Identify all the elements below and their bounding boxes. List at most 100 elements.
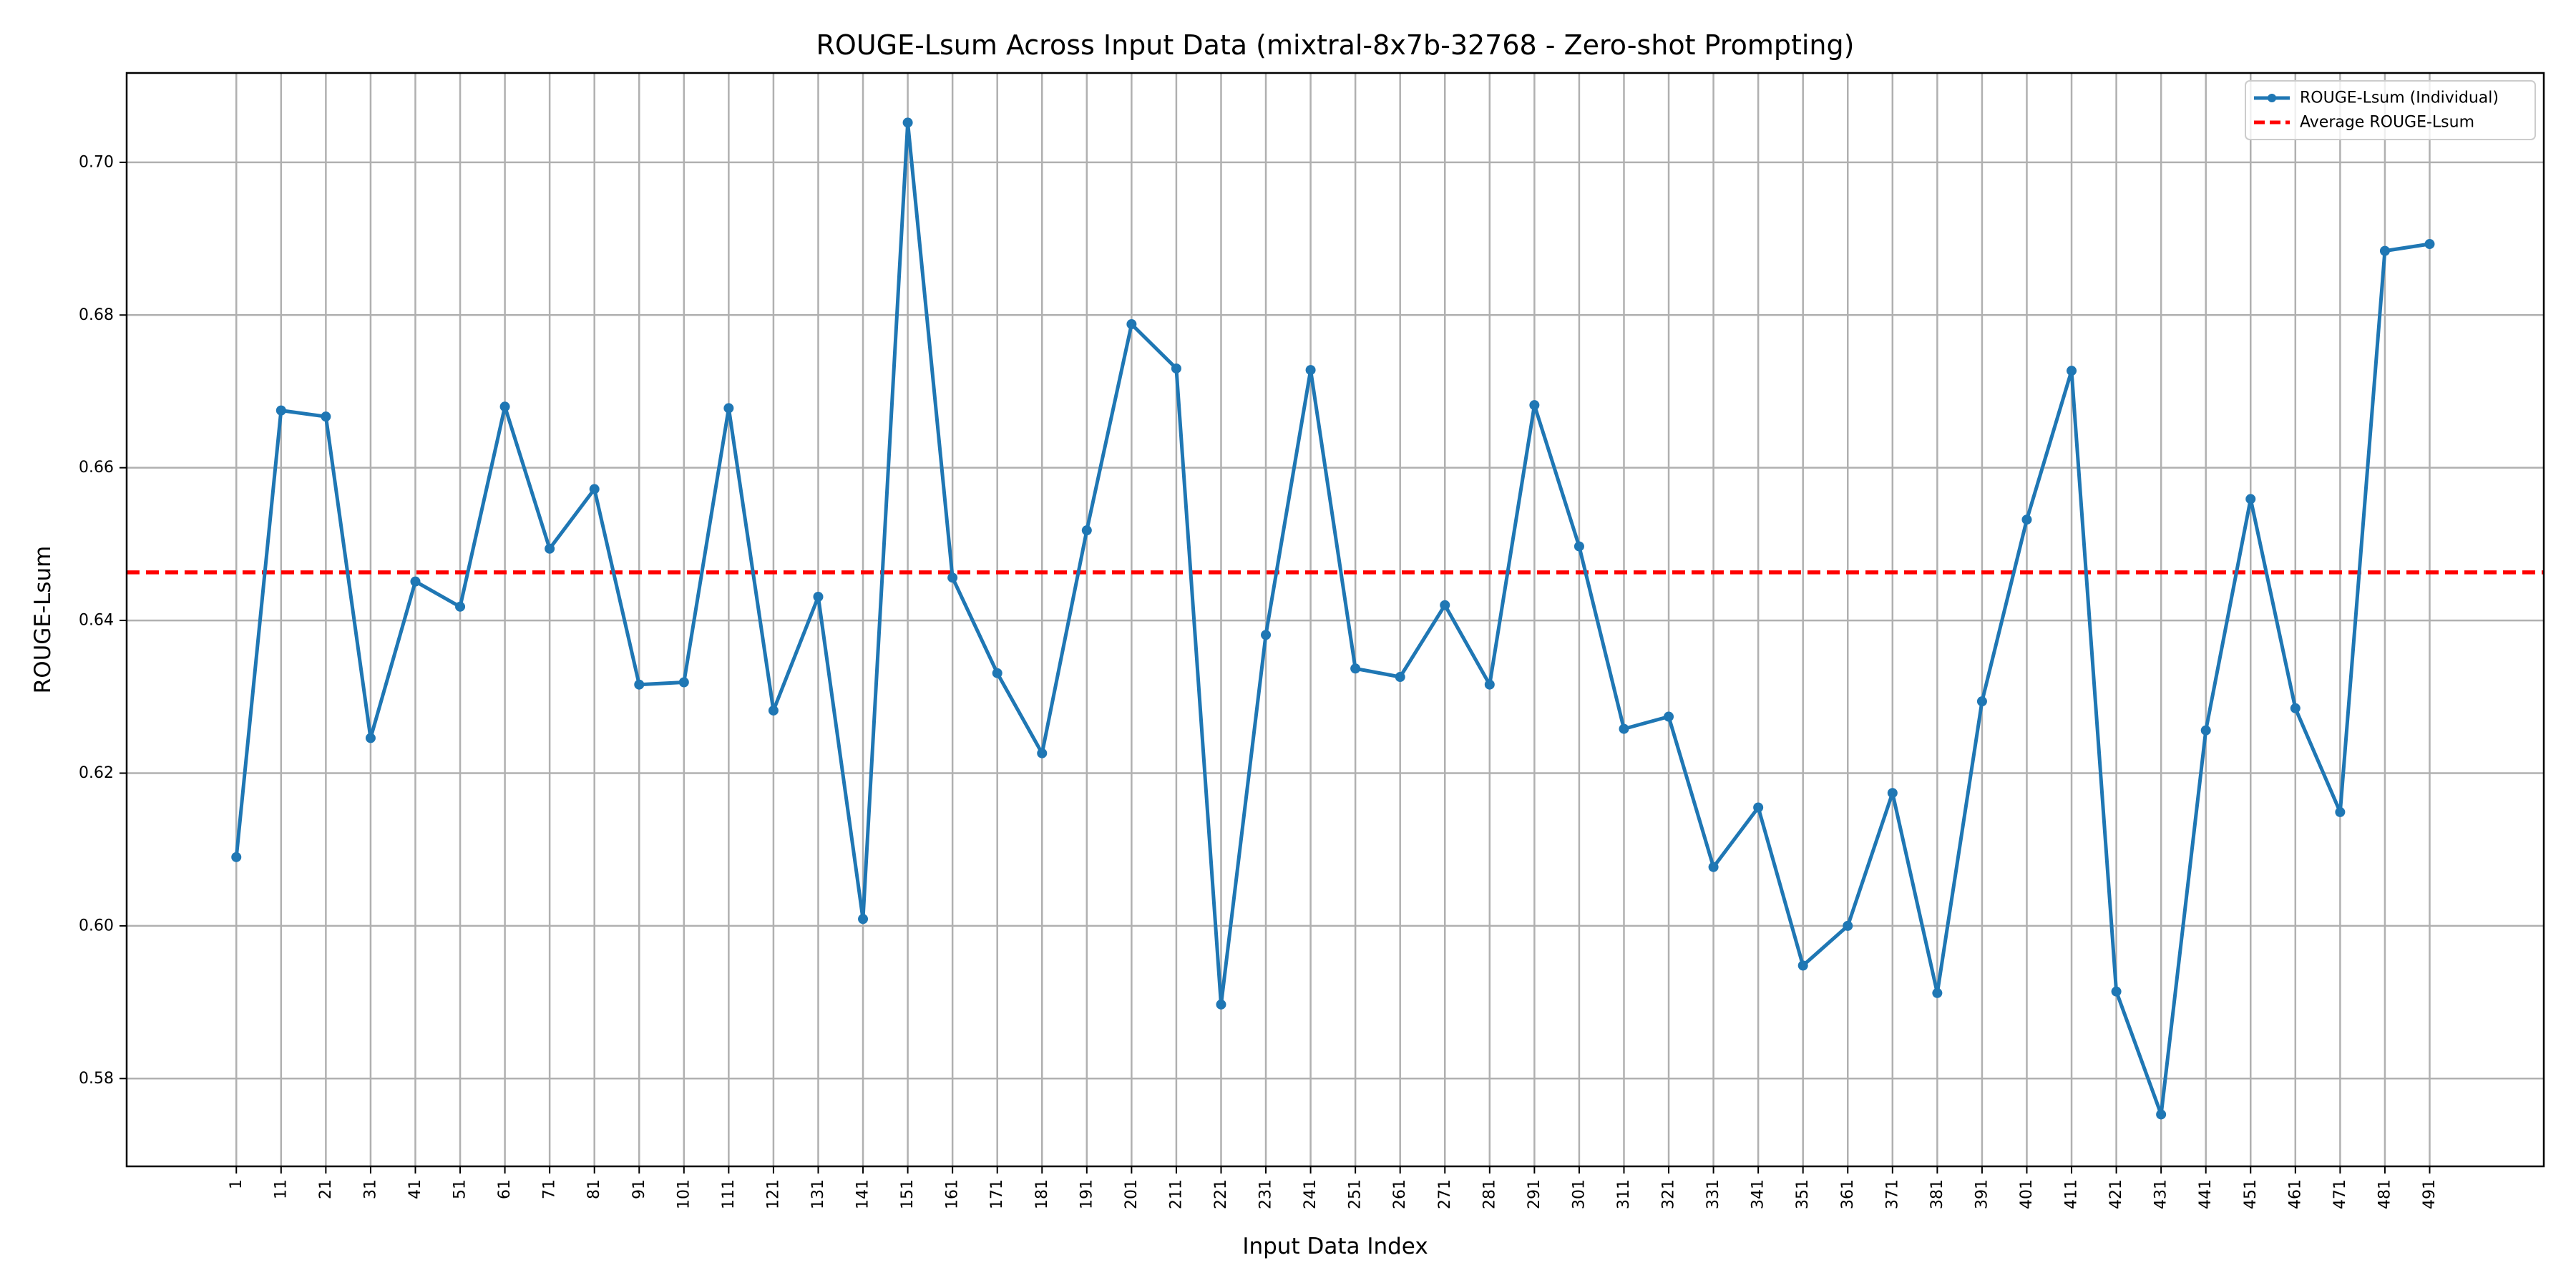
x-tick-label: 321 xyxy=(1660,1179,1678,1209)
data-point xyxy=(768,705,779,716)
x-axis-label: Input Data Index xyxy=(1242,1234,1428,1259)
x-tick-label: 451 xyxy=(2242,1179,2260,1209)
x-tick-label: 151 xyxy=(899,1179,917,1209)
x-tick-label: 121 xyxy=(764,1179,782,1209)
x-tick-label: 141 xyxy=(854,1179,872,1209)
x-tick-label: 181 xyxy=(1033,1179,1051,1209)
data-point xyxy=(1395,672,1405,683)
data-point xyxy=(1261,630,1272,640)
data-point xyxy=(589,484,600,494)
data-point xyxy=(1976,696,1987,707)
x-tick-label: 391 xyxy=(1973,1179,1991,1209)
data-point xyxy=(499,401,510,412)
series-line-individual xyxy=(234,120,2430,1116)
data-point xyxy=(947,572,958,583)
y-tick-label: 0.62 xyxy=(79,764,114,782)
x-tick-label: 491 xyxy=(2421,1179,2439,1209)
data-point xyxy=(1037,748,1048,758)
data-point xyxy=(1440,600,1450,610)
x-tick-label: 251 xyxy=(1347,1179,1365,1209)
x-tick-label: 241 xyxy=(1302,1179,1319,1209)
x-tick-label: 481 xyxy=(2376,1179,2394,1209)
x-tick-label: 211 xyxy=(1167,1179,1185,1209)
data-point xyxy=(275,405,286,416)
data-point xyxy=(858,914,869,924)
data-point xyxy=(1574,541,1584,552)
x-tick-label: 341 xyxy=(1750,1179,1767,1209)
data-point xyxy=(2290,703,2301,713)
x-tick-label: 81 xyxy=(585,1179,603,1199)
x-tick-label: 201 xyxy=(1123,1179,1141,1209)
x-tick-label: 191 xyxy=(1078,1179,1096,1209)
data-point xyxy=(1216,999,1226,1010)
x-tick-label: 371 xyxy=(1883,1179,1901,1209)
data-point xyxy=(1797,960,1808,971)
legend-label-individual: ROUGE-Lsum (Individual) xyxy=(2300,89,2499,107)
data-point xyxy=(2200,725,2211,736)
y-tick-label: 0.68 xyxy=(79,306,114,324)
data-point xyxy=(1664,711,1674,722)
x-tick-label: 41 xyxy=(406,1179,424,1199)
data-point xyxy=(2424,239,2435,250)
x-tick-label: 161 xyxy=(944,1179,962,1209)
data-point xyxy=(2335,806,2346,817)
data-point xyxy=(1708,862,1719,872)
data-point xyxy=(2067,366,2077,376)
x-tick-label: 441 xyxy=(2197,1179,2215,1209)
x-tick-label: 351 xyxy=(1794,1179,1812,1209)
series-layer xyxy=(231,117,2435,1120)
y-tick-label: 0.58 xyxy=(79,1070,114,1088)
x-tick-label: 21 xyxy=(317,1179,335,1199)
y-tick-label: 0.60 xyxy=(79,917,114,935)
y-tick-label: 0.70 xyxy=(79,153,114,171)
x-tick-label: 101 xyxy=(675,1179,693,1209)
x-tick-label: 1 xyxy=(228,1179,245,1189)
data-point xyxy=(1887,788,1898,799)
x-tick-label: 51 xyxy=(452,1179,469,1199)
data-point xyxy=(992,668,1002,678)
data-point xyxy=(231,852,242,862)
x-tick-label: 221 xyxy=(1212,1179,1230,1209)
y-tick-label: 0.66 xyxy=(79,459,114,477)
x-tick-label: 301 xyxy=(1570,1179,1588,1209)
x-tick-label: 231 xyxy=(1257,1179,1275,1209)
x-tick-label: 281 xyxy=(1480,1179,1498,1209)
x-tick-label: 381 xyxy=(1928,1179,1946,1209)
x-tick-label: 71 xyxy=(541,1179,559,1199)
x-tick-label: 31 xyxy=(361,1179,379,1199)
data-point xyxy=(1350,663,1361,674)
y-axis-label: ROUGE-Lsum xyxy=(30,546,56,694)
chart-title: ROUGE-Lsum Across Input Data (mixtral-8x… xyxy=(816,29,1855,61)
legend-label-average: Average ROUGE-Lsum xyxy=(2300,114,2474,132)
data-point xyxy=(455,601,466,612)
x-tick-label: 111 xyxy=(720,1179,738,1209)
legend-marker-individual xyxy=(2268,94,2276,102)
x-tick-label: 471 xyxy=(2331,1179,2349,1209)
x-tick-label: 421 xyxy=(2107,1179,2125,1209)
data-point xyxy=(813,591,824,602)
data-point xyxy=(1081,525,1092,536)
data-point xyxy=(365,733,376,743)
data-point xyxy=(2245,494,2256,504)
y-tick-label: 0.64 xyxy=(79,612,114,630)
data-point xyxy=(1753,802,1764,813)
axis-ticks: 1 11 21 31 41 51 61 71 81 91 101 111 121 131 141 151 161… xyxy=(79,153,2439,1209)
x-tick-label: 361 xyxy=(1839,1179,1857,1209)
data-point xyxy=(2379,245,2390,256)
data-point xyxy=(410,576,421,587)
legend-box xyxy=(2245,80,2536,140)
x-tick-label: 431 xyxy=(2152,1179,2170,1209)
x-tick-label: 261 xyxy=(1391,1179,1409,1209)
data-point xyxy=(1529,400,1540,411)
data-point xyxy=(678,677,689,688)
x-tick-label: 91 xyxy=(630,1179,648,1199)
x-tick-label: 461 xyxy=(2286,1179,2304,1209)
x-tick-label: 311 xyxy=(1615,1179,1633,1209)
data-point xyxy=(723,403,734,414)
x-tick-label: 171 xyxy=(988,1179,1006,1209)
data-point xyxy=(2111,986,2122,997)
chart-legend: ROUGE-Lsum (Individual) Average ROUGE-Ls… xyxy=(2245,80,2536,140)
